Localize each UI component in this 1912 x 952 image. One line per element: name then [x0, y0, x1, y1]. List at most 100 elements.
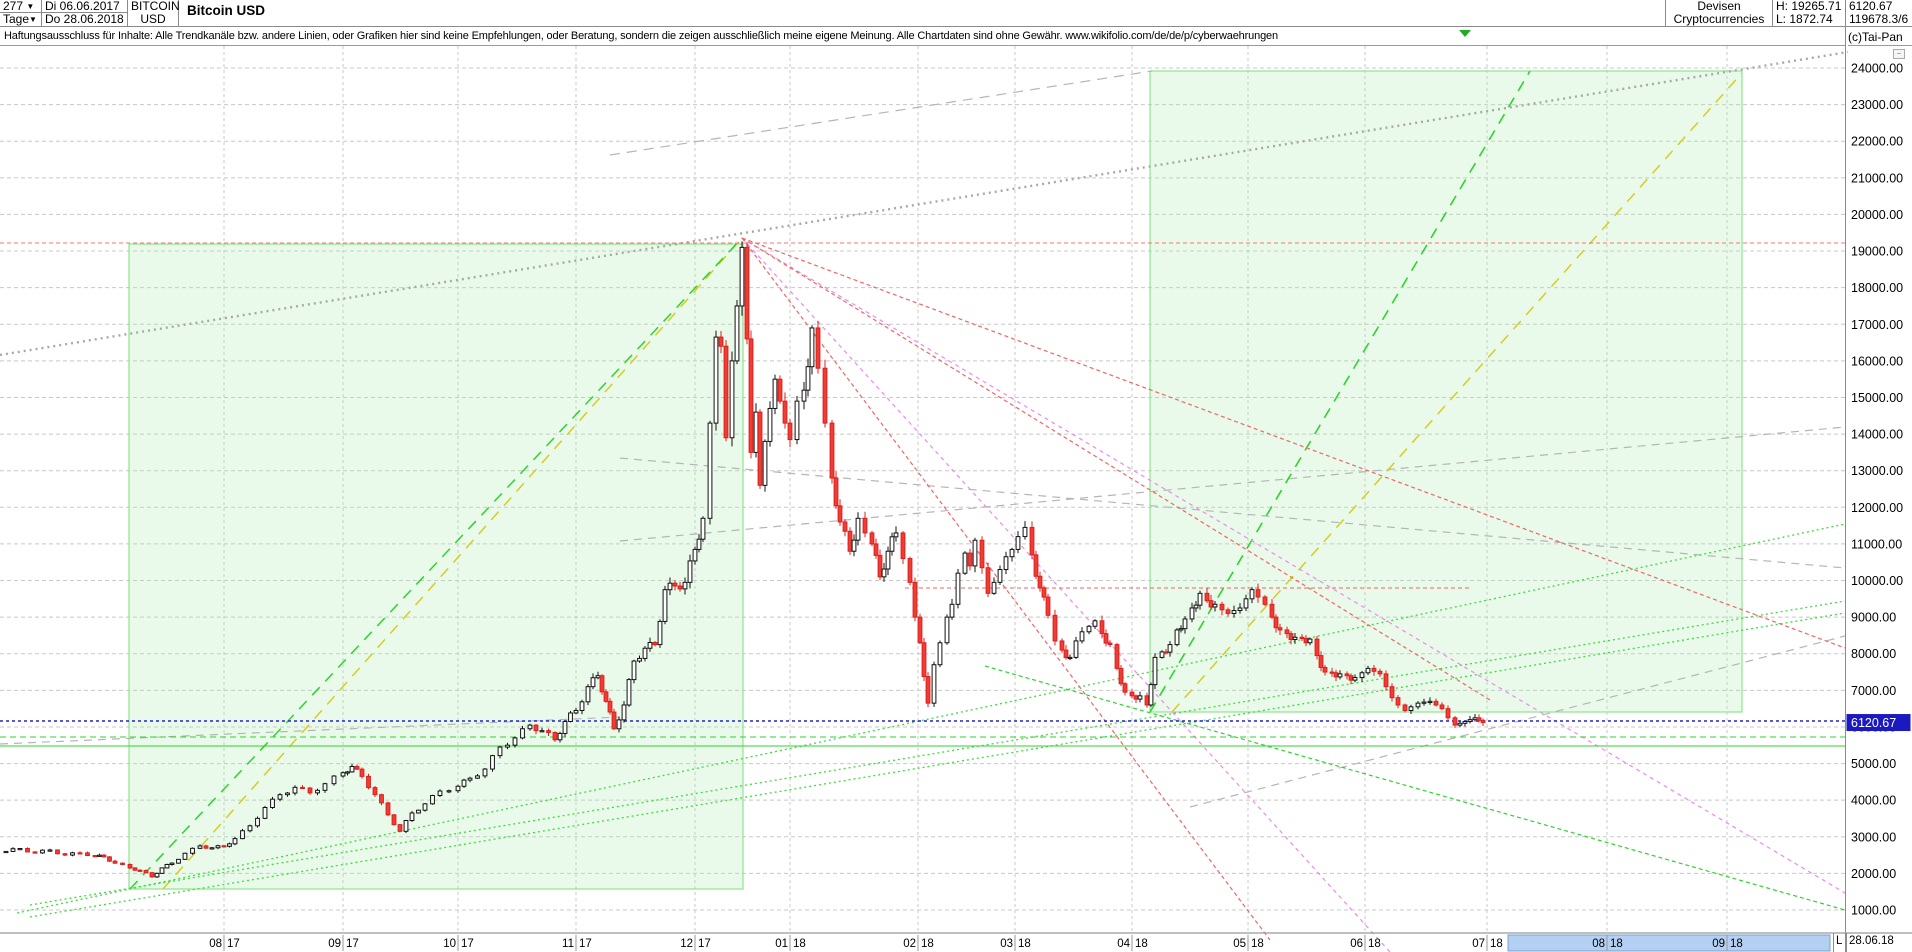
candle-body	[794, 400, 800, 441]
candle-body	[873, 543, 879, 556]
year-label: 17	[698, 938, 711, 950]
candle-body	[997, 569, 1003, 583]
candle-up	[851, 534, 857, 557]
candle-up	[505, 742, 510, 750]
copyright-label: (c)Tai-Pan	[1848, 30, 1912, 46]
month-label: 03	[1000, 938, 1013, 950]
candle-down	[1284, 626, 1290, 639]
date-to[interactable]: Do 28.06.2018	[45, 12, 124, 26]
candle-body	[657, 620, 663, 646]
candle-body	[164, 863, 170, 869]
period-selector[interactable]: 277 ▼ Tage▼	[0, 0, 42, 27]
candle-body	[340, 772, 346, 777]
candle-down	[1269, 599, 1275, 620]
candle-up	[949, 598, 955, 620]
candle-up	[345, 770, 350, 776]
disclaimer-text: Haftungsausschluss für Inhalte: Alle Tre…	[0, 27, 1845, 46]
candle-down	[1480, 718, 1486, 727]
candle-body	[1148, 684, 1154, 706]
candle-body	[677, 585, 683, 590]
candle-up	[467, 776, 473, 783]
candle-up	[1408, 704, 1414, 715]
price-label: 16000.00	[1851, 354, 1903, 368]
gray-desc-mid	[619, 457, 1846, 569]
period-value[interactable]: 277	[3, 0, 24, 13]
candle-body	[1249, 589, 1255, 600]
candle-body	[475, 775, 480, 779]
symbol-currency: USD	[140, 12, 166, 26]
candle-body	[1352, 677, 1358, 681]
price-label: 8000.00	[1851, 647, 1896, 661]
yellow-channel-up-2017	[162, 237, 743, 890]
date-from[interactable]: Di 06.06.2017	[42, 0, 127, 13]
candle-up	[1152, 653, 1158, 690]
candle-body	[359, 768, 365, 777]
candlestick-series[interactable]	[3, 241, 1486, 879]
candle-body	[889, 536, 895, 552]
candle-body	[1333, 672, 1339, 678]
minimize-box-icon[interactable]: −	[1893, 49, 1905, 59]
candle-body	[1243, 598, 1249, 609]
trend-box-2017	[128, 243, 744, 890]
candle-body	[1009, 548, 1015, 558]
candle-down	[307, 786, 313, 795]
candle-body	[739, 246, 745, 307]
candle-body	[1337, 673, 1343, 678]
candle-down	[1402, 703, 1408, 713]
candle-body	[215, 845, 221, 849]
candle-down	[533, 724, 539, 735]
candle-up	[422, 803, 428, 812]
chevron-down-icon[interactable]: ▼	[26, 2, 35, 11]
candle-down	[1288, 631, 1294, 645]
candle-body	[322, 783, 328, 791]
candle-up	[47, 848, 53, 852]
candle-down	[1099, 615, 1105, 639]
price-label: 15000.00	[1851, 391, 1903, 405]
candle-body	[748, 338, 754, 453]
month-label: 09	[1712, 938, 1725, 950]
candle-body	[595, 675, 601, 679]
date-range[interactable]: Di 06.06.2017 Do 28.06.2018	[42, 0, 128, 27]
candle-down	[1255, 583, 1261, 603]
market-cell: Devisen Cryptocurrencies	[1665, 0, 1773, 27]
candle-body	[430, 794, 435, 805]
candle-down	[967, 548, 973, 571]
candle-body	[991, 581, 997, 594]
candle-body	[403, 820, 409, 832]
candle-body	[1433, 700, 1439, 706]
candle-up	[647, 637, 653, 652]
candle-up	[579, 699, 585, 715]
candle-body	[391, 814, 397, 826]
candle-body	[379, 794, 384, 804]
candle-body	[107, 856, 112, 862]
candle-body	[354, 765, 360, 770]
candle-up	[557, 731, 563, 743]
candle-up	[437, 789, 443, 797]
candle-down	[85, 851, 90, 857]
candle-body	[687, 560, 693, 583]
candle-down	[748, 330, 754, 459]
candle-down	[354, 764, 360, 771]
candle-body	[1003, 556, 1009, 571]
candle-up	[631, 659, 637, 684]
candle-body	[416, 809, 421, 814]
pink-fan-steep	[741, 237, 1391, 952]
candle-body	[409, 812, 415, 822]
period-unit[interactable]: Tage	[3, 12, 30, 26]
year-label: 18	[1610, 938, 1623, 950]
candle-body	[292, 786, 298, 794]
candle-down	[1029, 521, 1035, 560]
candle-body	[176, 858, 181, 864]
chevron-down-icon[interactable]: ▼	[29, 15, 37, 24]
candle-body	[652, 642, 658, 646]
candle-body	[461, 779, 467, 787]
candle-down	[677, 581, 683, 592]
gray-asc-mid	[619, 426, 1846, 542]
candle-down	[822, 359, 828, 428]
candle-body	[1197, 592, 1203, 606]
candle-body	[893, 532, 899, 538]
candle-body	[972, 539, 978, 567]
year-label: 18	[921, 938, 934, 950]
candle-body	[1231, 610, 1237, 614]
